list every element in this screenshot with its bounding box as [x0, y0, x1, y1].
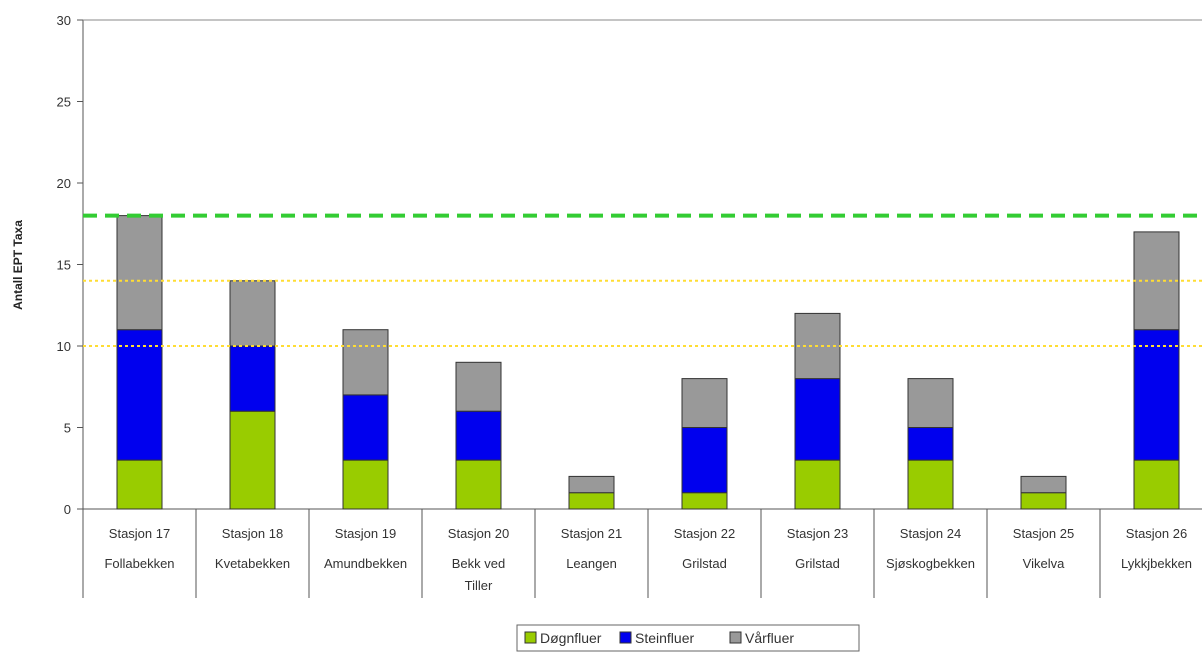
bar-segment [342, 394, 389, 461]
category-label: Stasjon 18 [222, 526, 283, 541]
bar-segment [229, 410, 276, 510]
bar-segment [568, 475, 615, 494]
bar-segment [794, 459, 841, 510]
bar-segment [116, 459, 163, 510]
legend-swatch [524, 631, 537, 644]
category-label: Bekk ved [452, 556, 505, 571]
category-label: Amundbekken [324, 556, 407, 571]
bar-segment [342, 459, 389, 510]
bar-segment [1020, 492, 1067, 510]
reference-lines [83, 213, 1202, 347]
legend-box [516, 624, 860, 652]
bar-segment [568, 492, 615, 510]
bar-segment [681, 427, 728, 494]
bar-segment [794, 378, 841, 461]
y-tick-label: 15 [57, 258, 71, 273]
y-tick-label: 20 [57, 176, 71, 191]
category-label: Stasjon 23 [787, 526, 848, 541]
category-label: Stasjon 25 [1013, 526, 1074, 541]
category-label: Follabekken [104, 556, 174, 571]
category-label: Grilstad [682, 556, 727, 571]
y-tick-label: 0 [64, 502, 71, 517]
bar-segment [116, 215, 163, 331]
category-label: Leangen [566, 556, 617, 571]
category-label: Stasjon 19 [335, 526, 396, 541]
category-labels: Stasjon 17 Follabekken Stasjon 18 Kvetabekk… [104, 526, 1192, 593]
category-label: Stasjon 22 [674, 526, 735, 541]
legend-label: Vårfluer [745, 630, 794, 646]
bar-segment [1133, 329, 1180, 461]
bar-segment [229, 345, 276, 412]
bar-segment [342, 329, 389, 396]
legend-label: Steinfluer [635, 630, 694, 646]
axes: 0 5 10 15 20 25 30 [57, 13, 1202, 598]
bar-segment [229, 280, 276, 347]
bar-segment [116, 329, 163, 461]
legend-swatch [729, 631, 742, 644]
y-tick-label: 5 [64, 421, 71, 436]
category-label: Stasjon 24 [900, 526, 961, 541]
category-label: Grilstad [795, 556, 840, 571]
category-label: Stasjon 21 [561, 526, 622, 541]
bars [116, 215, 1180, 510]
category-label: Stasjon 20 [448, 526, 509, 541]
y-tick-label: 10 [57, 339, 71, 354]
category-label: Sjøskogbekken [886, 556, 975, 571]
bar-segment [1133, 459, 1180, 510]
legend-swatch [619, 631, 632, 644]
y-tick-label: 30 [57, 13, 71, 28]
bar-segment [455, 361, 502, 412]
category-label: Stasjon 26 [1126, 526, 1187, 541]
bar-segment [1020, 475, 1067, 494]
bar-segment [907, 427, 954, 461]
category-label: Lykkjbekken [1121, 556, 1192, 571]
y-tick-label: 25 [57, 95, 71, 110]
bar-segment [681, 492, 728, 510]
legend-label: Døgnfluer [540, 630, 602, 646]
bar-segment [455, 459, 502, 510]
category-label: Stasjon 17 [109, 526, 170, 541]
legend: Døgnfluer Steinfluer Vårfluer [516, 624, 860, 652]
category-label: Vikelva [1023, 556, 1065, 571]
bar-segment [681, 378, 728, 429]
category-label: Tiller [465, 578, 493, 593]
category-label: Kvetabekken [215, 556, 290, 571]
bar-segment [907, 459, 954, 510]
bar-segment [907, 378, 954, 429]
y-axis-title: Antall EPT Taxa [11, 220, 25, 310]
bar-segment [455, 410, 502, 461]
